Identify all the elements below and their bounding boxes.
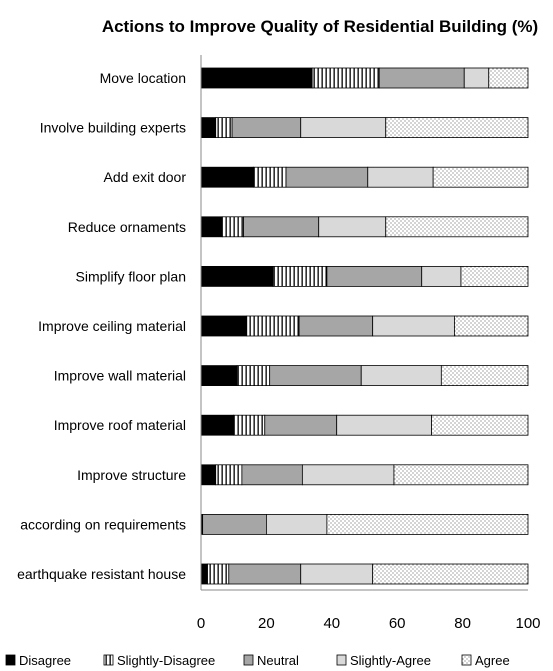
bar-segment-agree-improve-structure [393,464,529,486]
chart-title: Actions to Improve Quality of Residentia… [102,17,538,36]
legend: Disagree Slightly-Disagree Neutral Slightly… [5,653,510,668]
bar-segment-slightly-agree-involve-building-experts [300,117,387,138]
x-tick-label-80: 80 [454,615,471,632]
bar-segment-neutral-improve-ceiling-material [298,315,374,337]
bar-segment-agree-involve-building-experts [385,117,529,138]
x-tick-label-60: 60 [389,615,406,632]
legend-label-disagree: Disagree [19,653,71,668]
legend-swatch-slightly-disagree [103,654,114,666]
category-label-involve-building-experts: Involve building experts [40,120,186,136]
bar-segment-slightly-agree-improve-wall-material [360,365,442,387]
bar-segment-slightly-disagree-earthquake-resistant-house [207,563,230,585]
category-label-earthquake-resistant-house: earthquake resistant house [17,566,186,582]
category-label-reduce-ornaments: Reduce ornaments [68,219,186,235]
legend-label-slightly-disagree: Slightly-Disagree [117,653,215,668]
bar-segment-slightly-disagree-improve-ceiling-material [246,315,300,337]
category-label-add-exit-door: Add exit door [104,169,187,185]
bar-segment-slightly-agree-move-location [463,67,490,89]
bar-segment-agree-simplify-floor-plan [460,265,529,287]
bar-segment-neutral-involve-building-experts [231,117,302,138]
legend-label-agree: Agree [475,653,510,668]
bar-segment-slightly-disagree-involve-building-experts [215,117,233,138]
legend-label-slightly-agree: Slightly-Agree [350,653,431,668]
legend-swatch-agree [461,654,472,666]
bar-segment-disagree-add-exit-door [200,166,254,188]
x-axis: 0 20 40 60 80 100 [197,55,541,632]
bar-segment-agree-according-on-requirements [326,514,529,535]
legend-swatch-neutral [243,654,254,666]
bar-segment-disagree-improve-ceiling-material [200,315,248,337]
bar-segment-agree-improve-wall-material [440,365,529,387]
bar-segment-disagree-involve-building-experts [200,117,217,138]
bars-group [200,67,529,585]
bar-segment-slightly-agree-simplify-floor-plan [421,265,462,287]
bar-segment-neutral-simplify-floor-plan [326,265,423,287]
bar-segment-slightly-disagree-improve-roof-material [233,414,266,436]
category-label-improve-wall-material: Improve wall material [54,368,186,384]
bar-segment-agree-add-exit-door [432,166,529,188]
bar-segment-slightly-agree-improve-ceiling-material [372,315,455,337]
category-label-improve-ceiling-material: Improve ceiling material [38,318,186,334]
bar-segment-neutral-improve-structure [241,464,303,486]
x-tick-label-0: 0 [197,615,205,632]
bar-segment-neutral-reduce-ornaments [243,216,320,238]
bar-segment-disagree-improve-roof-material [200,414,235,436]
bar-segment-disagree-improve-structure [200,464,217,486]
bar-segment-disagree-earthquake-resistant-house [200,563,208,585]
bar-segment-slightly-agree-reduce-ornaments [318,216,387,238]
bar-segment-slightly-agree-improve-roof-material [336,414,432,436]
category-label-according-on-requirements: according on requirements [20,516,186,532]
bar-segment-agree-improve-roof-material [431,414,529,436]
bar-segment-disagree-move-location [200,67,313,89]
bar-segment-neutral-improve-roof-material [264,414,338,436]
bar-segment-neutral-according-on-requirements [202,514,267,535]
x-tick-label-20: 20 [258,615,275,632]
bar-segment-agree-reduce-ornaments [385,216,529,238]
bar-segment-slightly-disagree-improve-structure [215,464,243,486]
bar-segment-slightly-disagree-add-exit-door [252,166,287,188]
bar-segment-neutral-move-location [378,67,465,89]
bar-segment-disagree-improve-wall-material [200,365,238,387]
bar-segment-disagree-simplify-floor-plan [200,265,274,287]
bar-segment-neutral-add-exit-door [285,166,369,188]
bar-segment-slightly-disagree-improve-wall-material [236,365,271,387]
category-labels: Move location Involve building experts Add… [17,70,186,582]
legend-swatch-disagree [5,654,16,666]
bar-segment-slightly-agree-add-exit-door [367,166,434,188]
bar-segment-slightly-disagree-simplify-floor-plan [272,265,328,287]
bar-segment-neutral-improve-wall-material [269,365,362,387]
bar-segment-disagree-reduce-ornaments [200,216,223,238]
bar-segment-agree-earthquake-resistant-house [372,563,529,585]
legend-label-neutral: Neutral [257,653,299,668]
category-label-move-location: Move location [100,70,186,86]
x-tick-label-40: 40 [323,615,340,632]
category-label-simplify-floor-plan: Simplify floor plan [76,268,187,284]
bar-segment-neutral-earthquake-resistant-house [228,563,302,585]
bar-segment-slightly-disagree-move-location [311,67,380,89]
bar-segment-slightly-disagree-reduce-ornaments [221,216,244,238]
legend-swatch-slightly-agree [336,654,347,666]
bar-segment-slightly-agree-earthquake-resistant-house [300,563,374,585]
bar-segment-slightly-agree-improve-structure [301,464,395,486]
bar-segment-agree-improve-ceiling-material [454,315,529,337]
bar-segment-slightly-agree-according-on-requirements [265,514,328,535]
x-tick-label-100: 100 [515,615,540,632]
category-label-improve-structure: Improve structure [77,467,186,483]
category-label-improve-roof-material: Improve roof material [54,417,186,433]
bar-segment-agree-move-location [488,67,529,89]
